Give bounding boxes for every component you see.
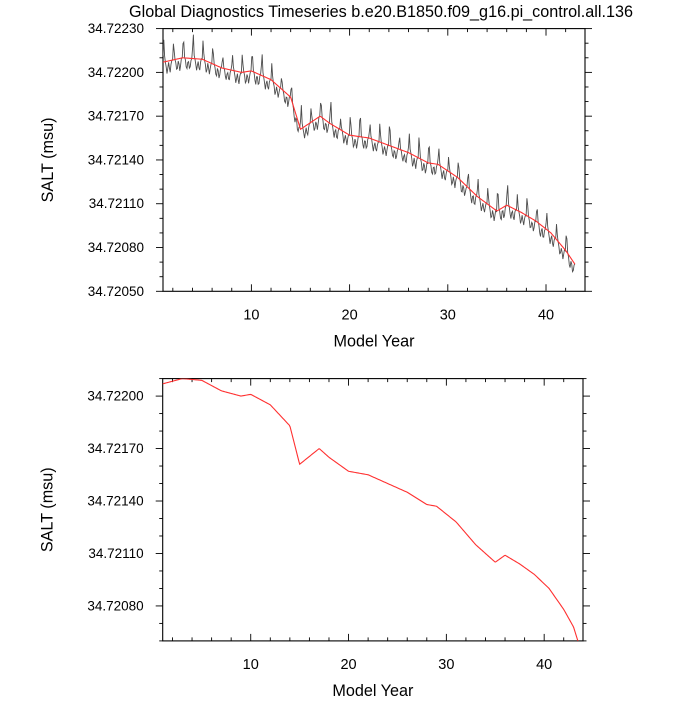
svg-text:Model Year: Model Year <box>334 332 416 350</box>
svg-text:40: 40 <box>536 657 552 673</box>
svg-text:40: 40 <box>538 307 554 323</box>
svg-text:34.72080: 34.72080 <box>88 240 144 255</box>
svg-text:30: 30 <box>440 307 456 323</box>
svg-text:10: 10 <box>243 657 259 673</box>
svg-text:SALT (msu): SALT (msu) <box>39 467 57 552</box>
svg-text:34.72200: 34.72200 <box>87 389 143 404</box>
svg-text:20: 20 <box>340 657 356 673</box>
svg-text:34.72050: 34.72050 <box>88 284 144 299</box>
svg-text:10: 10 <box>243 307 259 323</box>
svg-text:34.72080: 34.72080 <box>87 598 143 613</box>
svg-text:34.72200: 34.72200 <box>88 65 144 80</box>
svg-text:34.72170: 34.72170 <box>88 109 144 124</box>
svg-text:34.72140: 34.72140 <box>87 494 143 509</box>
svg-text:20: 20 <box>342 307 358 323</box>
svg-text:34.72230: 34.72230 <box>88 21 144 36</box>
svg-text:34.72110: 34.72110 <box>89 196 144 211</box>
svg-text:34.72140: 34.72140 <box>88 152 144 167</box>
svg-text:Model Year: Model Year <box>332 682 414 700</box>
svg-text:30: 30 <box>438 657 454 673</box>
svg-text:SALT (msu): SALT (msu) <box>39 118 57 203</box>
svg-text:34.72110: 34.72110 <box>88 546 143 561</box>
svg-text:34.72170: 34.72170 <box>87 441 143 456</box>
